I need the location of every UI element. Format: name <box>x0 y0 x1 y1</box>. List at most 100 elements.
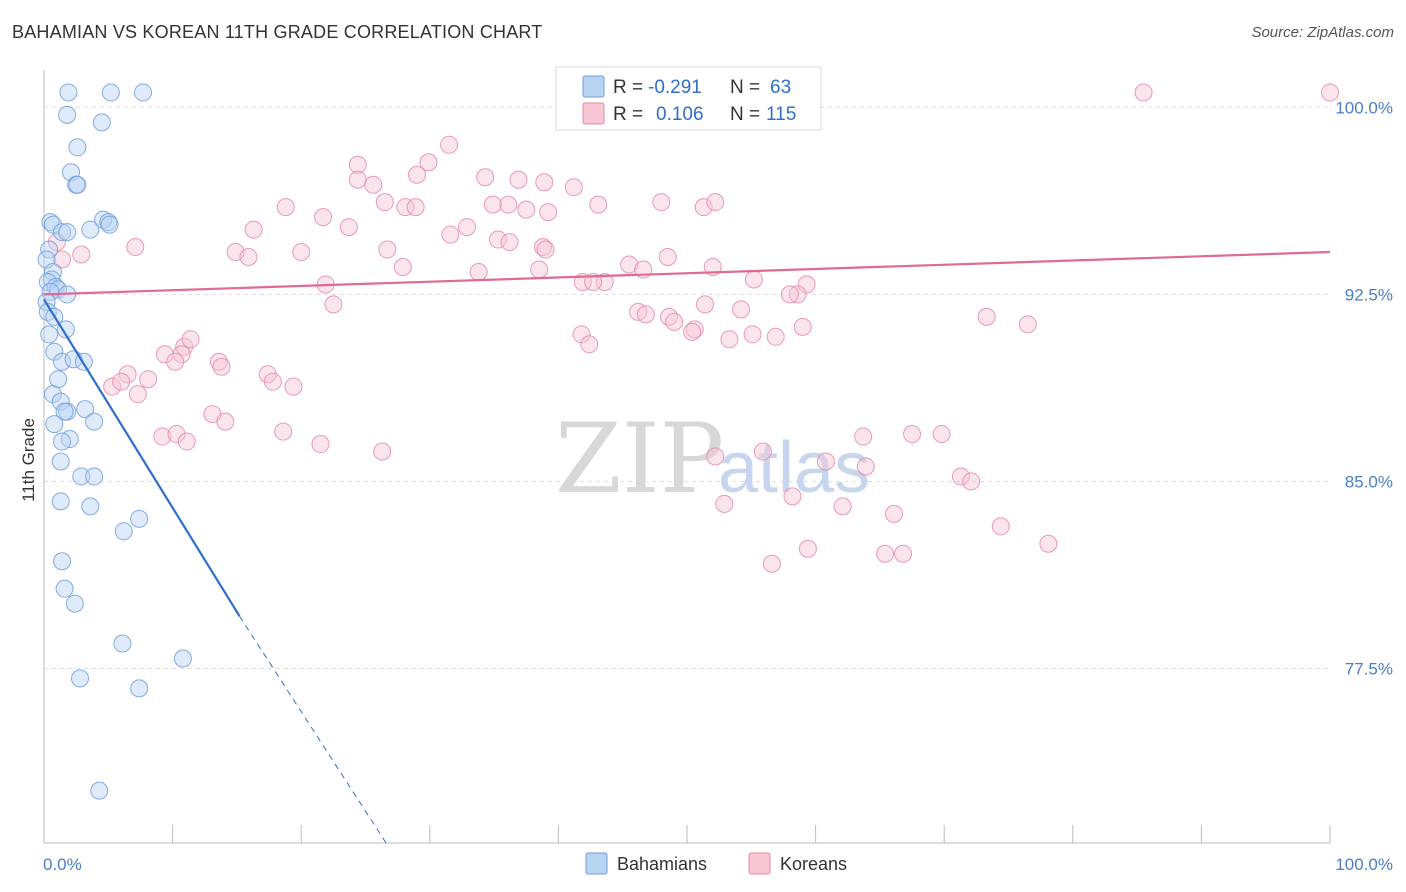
koreans-point <box>743 325 762 344</box>
koreans-point <box>500 233 519 252</box>
bahamians-point <box>134 83 153 102</box>
koreans-point <box>292 243 311 262</box>
koreans-point <box>620 255 639 274</box>
bottom-legend-swatch-koreans <box>748 852 771 875</box>
koreans-point <box>419 153 438 172</box>
trendlines <box>43 250 1331 844</box>
koreans-point <box>580 335 599 354</box>
koreans-point <box>856 457 875 476</box>
watermark-atlas: atlas <box>718 428 870 508</box>
koreans-point <box>665 312 684 331</box>
koreans-point <box>393 257 412 276</box>
legend: R = -0.291 N = 63 R = 0.106 N = 115 <box>555 66 822 131</box>
koreans-point <box>530 260 549 279</box>
bahamians-point <box>72 467 91 486</box>
koreans-point <box>564 178 583 197</box>
koreans-point <box>696 295 715 314</box>
bahamians-point <box>68 138 87 157</box>
koreans-point <box>539 203 558 222</box>
koreans-point <box>977 307 996 326</box>
bahamians-point <box>58 105 77 124</box>
koreans-point <box>364 175 383 194</box>
legend-swatch-bahamians <box>582 75 605 98</box>
legend-r-value-bahamians: -0.291 <box>648 77 702 98</box>
koreans-point <box>854 427 873 446</box>
koreans-point <box>375 193 394 212</box>
koreans-point <box>659 307 678 326</box>
koreans-point <box>407 165 426 184</box>
bottom-legend-swatch-bahamians <box>585 852 608 875</box>
bahamians-trendline-extension <box>239 615 387 844</box>
koreans-point <box>276 198 295 217</box>
bahamians-point <box>55 579 74 598</box>
koreans-point <box>652 193 671 212</box>
y-tick-label: 100.0% <box>1335 98 1393 117</box>
bahamians-point <box>113 634 132 653</box>
koreans-point <box>441 225 460 244</box>
koreans-trendline <box>43 250 1331 296</box>
koreans-point <box>209 352 228 371</box>
koreans-point <box>324 295 343 314</box>
koreans-point <box>396 198 415 217</box>
koreans-point <box>536 240 555 259</box>
koreans-point <box>128 385 147 404</box>
koreans-point <box>166 352 185 371</box>
bahamians-point <box>44 385 63 404</box>
koreans-point <box>440 135 459 154</box>
bahamians-point <box>55 402 74 421</box>
legend-n-label-koreans: N = <box>730 104 760 125</box>
bahamians-point <box>40 325 59 344</box>
bahamians-point <box>45 415 64 434</box>
koreans-point <box>177 432 196 451</box>
koreans-point <box>584 272 603 291</box>
koreans-point <box>833 497 852 516</box>
koreans-point <box>715 494 734 513</box>
koreans-point <box>378 240 397 259</box>
watermark-zip: ZIP <box>555 403 724 515</box>
bahamians-point <box>92 113 111 132</box>
koreans-point <box>951 467 970 486</box>
koreans-point <box>126 238 145 257</box>
koreans-point <box>685 320 704 339</box>
koreans-point <box>509 170 528 189</box>
bahamians-point <box>53 432 72 451</box>
y-tick-label: 85.0% <box>1345 472 1393 491</box>
bahamians-point <box>51 392 70 411</box>
koreans-point <box>53 250 72 269</box>
legend-n-value-bahamians: 63 <box>770 77 791 98</box>
koreans-point <box>476 168 495 187</box>
legend-n-value-koreans: 115 <box>766 104 796 125</box>
koreans-point <box>499 195 518 214</box>
bahamians-point <box>49 370 68 389</box>
koreans-point <box>239 248 258 267</box>
y-tick-label: 77.5% <box>1345 659 1393 678</box>
koreans-point <box>1321 83 1339 102</box>
bahamians-trendline <box>43 298 241 617</box>
bahamians-point <box>81 220 100 239</box>
koreans-point <box>348 155 367 174</box>
koreans-point <box>589 195 608 214</box>
koreans-point <box>314 208 333 227</box>
legend-r-label-koreans: R = <box>613 104 643 125</box>
koreans-point <box>797 275 816 294</box>
koreans-point <box>788 285 807 304</box>
bahamians-point <box>58 223 77 242</box>
koreans-point <box>118 365 137 384</box>
legend-r-label-bahamians: R = <box>613 77 643 98</box>
legend-r-value-koreans: 0.106 <box>656 104 704 125</box>
koreans-point <box>762 554 781 573</box>
koreans-point <box>153 427 172 446</box>
bahamians-point <box>130 679 149 698</box>
koreans-point <box>139 370 158 389</box>
koreans-point <box>274 422 293 441</box>
legend-n-label-bahamians: N = <box>730 77 760 98</box>
koreans-point <box>744 270 763 289</box>
bahamians-point <box>85 467 104 486</box>
legend-swatch-koreans <box>582 102 605 125</box>
koreans-point <box>816 452 835 471</box>
koreans-point <box>706 193 725 212</box>
koreans-point <box>780 285 799 304</box>
koreans-point <box>1039 534 1058 553</box>
chart-title: BAHAMIAN VS KOREAN 11TH GRADE CORRELATIO… <box>12 22 543 42</box>
bahamians-point <box>56 320 75 339</box>
